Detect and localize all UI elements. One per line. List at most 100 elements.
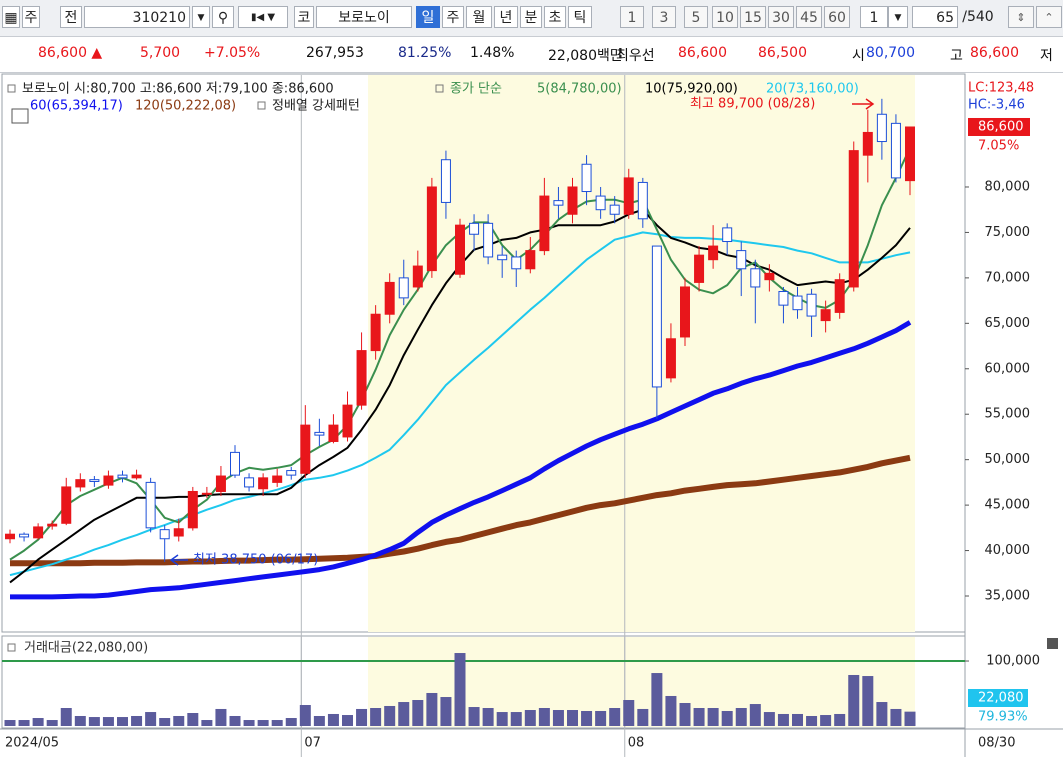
volume-bar [60, 708, 72, 726]
volume-bar [285, 718, 297, 726]
candle-body [834, 279, 845, 313]
volume-bar [651, 673, 663, 726]
candle-body [75, 479, 86, 488]
toolbar-button[interactable]: 65 [912, 6, 958, 28]
toolbar-button[interactable]: 틱 [568, 6, 592, 28]
close-icon[interactable] [1047, 638, 1058, 649]
candle-body [272, 475, 283, 483]
volume-bar [820, 715, 832, 726]
sound-icon[interactable]: ▮◀ ▼ [238, 6, 288, 28]
menu-icon[interactable]: ▦ [2, 6, 20, 28]
search-icon[interactable]: ⚲ [212, 6, 234, 28]
candle-body [131, 474, 142, 479]
candle-body [862, 131, 873, 156]
candle-body [258, 477, 269, 490]
volume-bar [454, 653, 466, 726]
volume-bar [862, 676, 874, 726]
dropdown-icon[interactable]: ▼ [192, 6, 210, 28]
toolbar-button[interactable]: 1 [620, 6, 644, 28]
toolbar-button[interactable]: /540 [962, 9, 994, 25]
candle-body [736, 250, 747, 270]
toolbar-button[interactable]: 보로노이 [316, 6, 412, 28]
candle-body [215, 475, 226, 492]
volume-bar [637, 708, 649, 726]
toolbar-button[interactable]: 주 [22, 6, 40, 28]
candle-body [511, 256, 522, 270]
candle-body [750, 268, 761, 288]
toolbar-button[interactable]: 1 [860, 6, 888, 28]
volume-bar [271, 720, 283, 726]
ma-line [10, 320, 912, 600]
candle-body [159, 529, 170, 540]
quote-item: 1.48% [470, 45, 515, 61]
volume-bar [145, 712, 157, 726]
volume-bar [426, 692, 438, 726]
toolbar-button[interactable]: 30 [768, 6, 794, 28]
tool-icon[interactable]: ⇕ [1008, 6, 1034, 28]
volume-bar [749, 704, 761, 726]
toolbar-button[interactable]: 10 [712, 6, 738, 28]
quote-item: 267,953 [306, 45, 364, 61]
y-tick-label: 45,000 [985, 498, 1031, 513]
volume-bar [693, 708, 705, 726]
y-tick-label: 60,000 [985, 361, 1031, 376]
pattern-label: 정배열 강세패턴 [272, 99, 360, 114]
legend-entry: 20(73,160,00) [766, 82, 859, 97]
dropdown-icon[interactable]: ▼ [888, 6, 908, 28]
toolbar-button[interactable]: 일 [416, 6, 440, 28]
last-date-label: 08/30 [978, 736, 1015, 751]
volume-bar [327, 713, 339, 726]
volume-bar [131, 715, 143, 726]
current-price-box [968, 117, 1030, 136]
candle-body [581, 163, 592, 193]
toolbar-button[interactable]: 코 [294, 6, 314, 28]
toolbar-button[interactable]: 초 [544, 6, 566, 28]
toolbar-button[interactable]: 310210 [84, 6, 190, 28]
candle-body [722, 227, 733, 243]
candle-body [497, 254, 508, 261]
volume-bar [356, 708, 368, 726]
candle-body [876, 113, 887, 143]
toolbar-button[interactable]: 3 [652, 6, 676, 28]
volume-bar [707, 708, 719, 726]
toolbar-button[interactable]: 15 [740, 6, 766, 28]
toolbar-button[interactable]: 월 [466, 6, 492, 28]
volume-bar [159, 718, 171, 726]
volume-bar [18, 720, 30, 726]
candle-body [33, 526, 44, 539]
volume-bar [848, 674, 860, 726]
table-icon[interactable] [11, 108, 29, 124]
candle-body [890, 122, 901, 179]
toolbar-button[interactable]: 주 [442, 6, 464, 28]
toolbar-button[interactable]: 년 [494, 6, 518, 28]
legend-marker [257, 101, 266, 110]
toolbar-button[interactable]: 5 [684, 6, 708, 28]
candle-body [230, 451, 240, 476]
legend-entry: 60(65,394,17) [30, 99, 123, 114]
candle-body [314, 431, 325, 436]
toolbar-button[interactable]: 전 [60, 6, 82, 28]
volume-bar [904, 711, 916, 726]
volume-bar [201, 720, 213, 726]
toolbar-button[interactable]: 45 [796, 6, 822, 28]
volume-bar [595, 710, 607, 726]
candle-body [19, 533, 30, 538]
legend-marker [435, 84, 444, 93]
tool-icon[interactable]: ⌃ [1036, 6, 1062, 28]
annotation: 최고 89,700 (08/28) [690, 97, 815, 112]
legend-prefix: 종가 단순 [450, 82, 502, 97]
volume-bar [257, 720, 269, 726]
volume-bar [4, 720, 16, 726]
volume-bar [777, 713, 789, 726]
volume-bar [74, 715, 86, 726]
candle-body [567, 186, 578, 215]
toolbar: ▦ ▼ ⚲ ▮◀ ▼ ▼ ⇕ ⌃ 주 전 310210 코 보로노이 일 주 월 년 분 초 틱 1 3 5… [0, 0, 1063, 37]
candle-body [89, 479, 100, 482]
volume-bar [102, 717, 114, 726]
quote-item: 5,700 [140, 45, 181, 61]
candle-body [47, 523, 58, 527]
volume-bar [834, 713, 846, 726]
toolbar-button[interactable]: 분 [520, 6, 542, 28]
toolbar-button[interactable]: 60 [824, 6, 850, 28]
candle-body [792, 295, 803, 311]
